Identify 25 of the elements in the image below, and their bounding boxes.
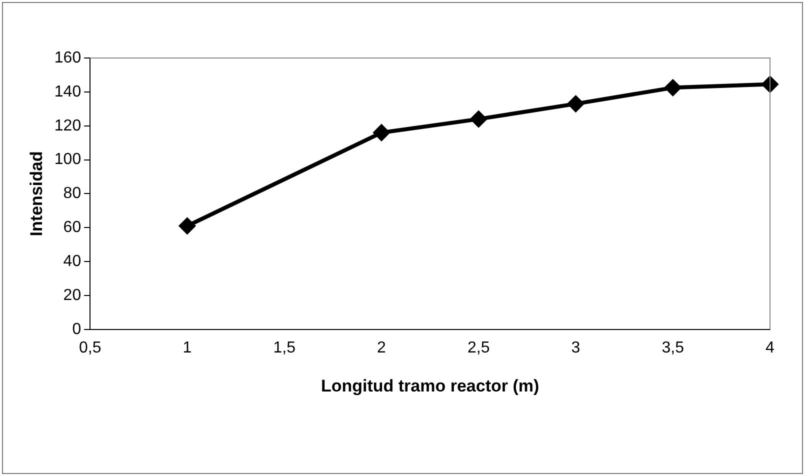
y-axis-title: Intensidad bbox=[26, 151, 46, 236]
x-tick-label: 3,5 bbox=[662, 339, 684, 356]
y-tick-label: 60 bbox=[63, 219, 82, 236]
x-tick-label: 4 bbox=[766, 339, 775, 356]
point bbox=[470, 111, 487, 128]
y-tick-label: 40 bbox=[63, 252, 82, 270]
y-tick-label: 140 bbox=[54, 83, 82, 100]
y-tick-label: 100 bbox=[54, 151, 82, 168]
y-tick-label: 20 bbox=[63, 286, 82, 304]
y-tick-label: 160 bbox=[54, 49, 82, 66]
x-tick-label: 2 bbox=[377, 339, 386, 356]
y-tick-label: 0 bbox=[72, 320, 82, 338]
x-tick-label: 0,5 bbox=[78, 339, 102, 356]
point bbox=[568, 96, 584, 112]
x-tick-label: 3 bbox=[571, 339, 580, 356]
y-tick-label: 120 bbox=[54, 117, 82, 134]
point bbox=[373, 124, 390, 141]
point bbox=[664, 80, 681, 96]
x-tick-label: 1 bbox=[182, 339, 192, 356]
y-tick-label: 80 bbox=[63, 185, 82, 202]
x-axis-title: Longitud tramo reactor (m) bbox=[320, 376, 540, 396]
point bbox=[179, 218, 196, 234]
x-tick-label: 2,5 bbox=[467, 339, 490, 356]
x-tick-label: 1,5 bbox=[273, 339, 296, 356]
point bbox=[762, 76, 778, 92]
